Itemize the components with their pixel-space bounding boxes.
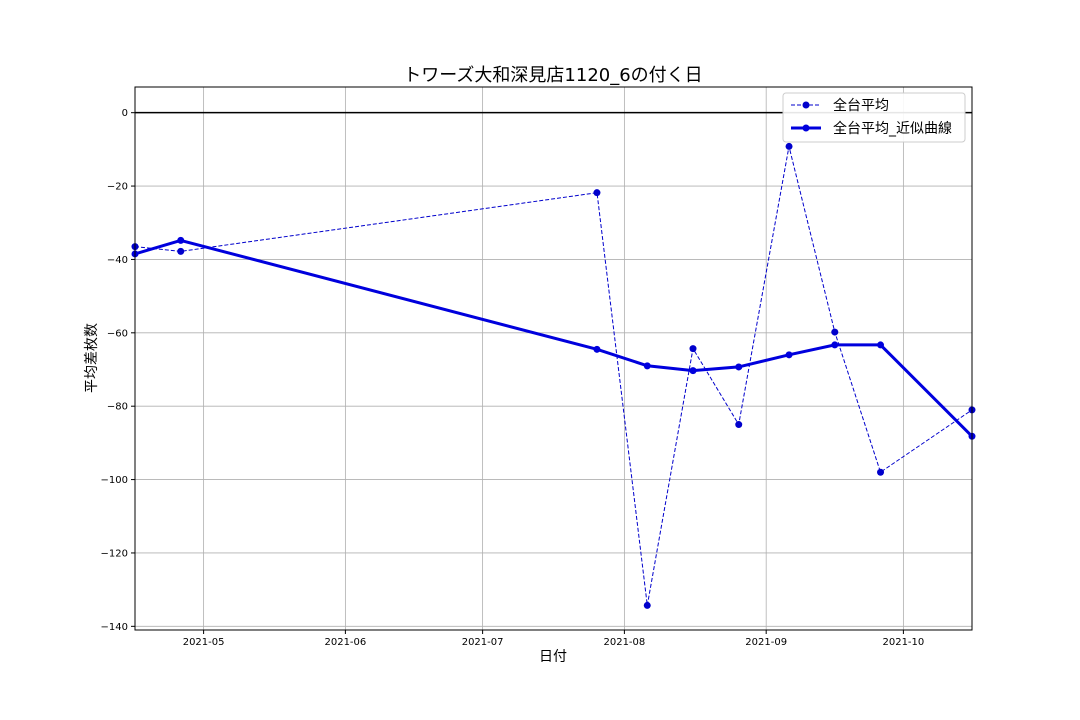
plot-frame [134, 86, 973, 631]
data-point-average [877, 468, 885, 476]
data-point-trend [877, 341, 885, 349]
y-tick-label: −80 [107, 402, 128, 413]
y-tick-label: −100 [101, 475, 128, 486]
y-axis: 0 −20 −40 −60 −80 −100 −120 −140 [101, 108, 135, 633]
data-point-average [643, 601, 651, 609]
y-tick-label: −60 [107, 328, 128, 339]
x-tick-label: 2021-07 [462, 637, 504, 648]
data-point-average [735, 421, 743, 429]
legend-marker-dashed [802, 101, 810, 109]
series-line-trend [134, 238, 974, 438]
data-point-trend [831, 341, 839, 349]
data-point-average [831, 328, 839, 336]
legend-label-average: 全台平均 [833, 97, 889, 114]
y-tick-label: −120 [101, 548, 128, 559]
chart-title: トワーズ大和深見店1120_6の付く日 [403, 65, 702, 86]
data-point-trend [689, 367, 697, 375]
x-tick-label: 2021-05 [183, 637, 225, 648]
legend: 全台平均 全台平均_近似曲線 [782, 92, 966, 143]
y-tick-label: −20 [107, 182, 128, 193]
legend-box [782, 92, 966, 143]
plot-area [135, 87, 972, 630]
x-axis: 2021-05 2021-06 2021-07 2021-08 2021-09 2021-… [183, 630, 924, 648]
legend-label-trend: 全台平均_近似曲線 [833, 120, 952, 137]
x-tick-label: 2021-06 [324, 637, 366, 648]
x-tick-label: 2021-08 [603, 637, 645, 648]
y-tick-label: 0 [122, 108, 128, 119]
series-line-average [134, 146, 973, 606]
x-tick-label: 2021-10 [882, 637, 924, 648]
data-point-trend [735, 363, 743, 371]
data-point-trend [593, 345, 601, 353]
data-point-average [177, 247, 185, 255]
data-point-trend [785, 351, 793, 359]
data-point-average [689, 345, 697, 353]
x-axis-label: 日付 [539, 649, 567, 665]
x-tick-label: 2021-09 [745, 637, 787, 648]
y-tick-label: −140 [101, 622, 128, 633]
data-point-average [593, 189, 601, 197]
data-point-trend [643, 362, 651, 370]
series-layer [131, 142, 976, 609]
data-point-trend [177, 236, 185, 244]
y-axis-label: 平均差枚数 [84, 323, 100, 393]
y-tick-label: −40 [107, 255, 128, 266]
data-point-average [785, 142, 793, 150]
legend-marker-solid [802, 124, 810, 132]
